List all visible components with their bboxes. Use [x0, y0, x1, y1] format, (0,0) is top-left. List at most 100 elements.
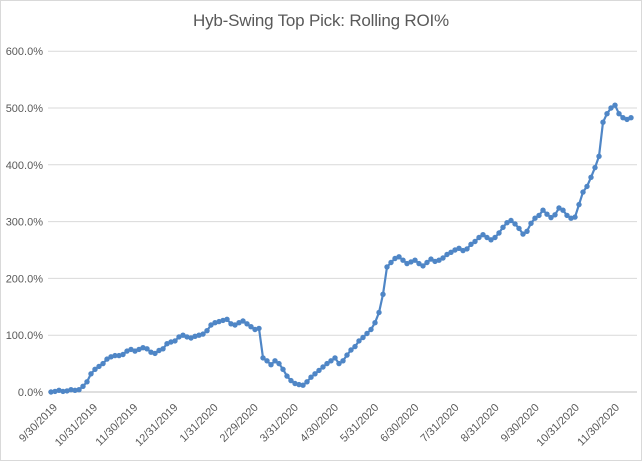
data-point-marker: [284, 373, 290, 379]
y-tick-label: 400.0%: [6, 160, 44, 172]
data-point-marker: [596, 153, 602, 159]
data-point-marker: [312, 371, 318, 377]
data-point-marker: [76, 387, 82, 393]
data-point-marker: [232, 322, 238, 328]
data-point-marker: [480, 232, 486, 238]
data-point-marker: [572, 214, 578, 220]
chart-title: Hyb-Swing Top Pick: Rolling ROI%: [193, 11, 449, 30]
data-point-marker: [224, 316, 230, 322]
data-point-marker: [264, 358, 270, 364]
data-point-marker: [544, 211, 550, 217]
x-tick-label: 6/30/2020: [378, 402, 421, 445]
data-point-marker: [380, 291, 386, 297]
data-point-marker: [556, 205, 562, 211]
data-point-marker: [412, 257, 418, 263]
data-point-marker: [268, 362, 274, 368]
data-point-marker: [200, 331, 206, 337]
data-point-marker: [388, 259, 394, 266]
x-tick-label: 10/31/2020: [535, 402, 582, 449]
data-point-marker: [628, 115, 634, 121]
x-tick-label: 5/31/2020: [338, 402, 381, 445]
data-point-marker: [60, 388, 66, 395]
data-point-marker: [88, 371, 94, 377]
data-point-marker: [276, 360, 282, 367]
x-tick-label: 8/31/2020: [459, 402, 502, 445]
data-point-marker: [244, 321, 250, 327]
x-tick-label: 7/31/2020: [418, 402, 461, 445]
data-point-marker: [84, 379, 90, 385]
data-point-marker: [352, 343, 358, 350]
data-point-marker: [92, 366, 98, 372]
data-point-marker: [340, 358, 346, 364]
data-point-marker: [608, 105, 614, 111]
data-point-marker: [500, 224, 506, 230]
data-point-marker: [576, 201, 582, 208]
data-point-marker: [48, 389, 54, 395]
data-point-marker: [464, 246, 470, 252]
x-tick-label: 2/29/2020: [218, 402, 261, 445]
data-point-marker: [120, 351, 126, 358]
data-point-marker: [588, 174, 594, 180]
data-point-marker: [324, 360, 330, 367]
y-tick-label: 300.0%: [6, 217, 44, 229]
data-point-marker: [616, 111, 622, 117]
data-point-marker: [372, 320, 378, 326]
data-point-marker: [472, 238, 478, 245]
y-tick-label: 0.0%: [18, 387, 43, 399]
data-point-marker: [436, 257, 442, 263]
data-point-marker: [540, 207, 546, 213]
data-point-marker: [548, 214, 554, 221]
data-point-marker: [240, 318, 246, 324]
x-tick-label: 4/30/2020: [298, 402, 341, 445]
data-point-marker: [280, 366, 286, 372]
data-point-marker: [528, 220, 534, 226]
data-point-marker: [516, 225, 522, 232]
data-point-marker: [484, 234, 490, 241]
data-point-marker: [336, 360, 342, 367]
data-point-marker: [344, 352, 350, 358]
x-tick-label: 12/31/2019: [133, 402, 180, 449]
data-point-marker: [536, 212, 542, 219]
data-point-marker: [580, 189, 586, 195]
data-point-marker: [260, 355, 266, 361]
y-tick-label: 100.0%: [6, 330, 44, 342]
data-point-marker: [68, 387, 74, 393]
data-point-marker: [564, 212, 570, 219]
data-point-marker: [160, 346, 166, 352]
data-point-marker: [440, 255, 446, 261]
x-tick-label: 9/30/2020: [499, 402, 542, 445]
data-point-marker: [424, 259, 430, 266]
data-point-marker: [316, 367, 322, 374]
data-point-marker: [448, 249, 454, 255]
data-point-marker: [524, 228, 530, 234]
data-point-marker: [508, 217, 514, 224]
data-point-marker: [584, 183, 590, 190]
data-point-marker: [384, 264, 390, 270]
y-tick-label: 600.0%: [6, 46, 44, 58]
data-point-marker: [492, 234, 498, 241]
data-point-marker: [112, 352, 118, 359]
data-point-marker: [416, 260, 422, 267]
data-point-marker: [444, 251, 450, 258]
data-point-marker: [428, 256, 434, 262]
data-point-marker: [104, 356, 110, 362]
data-point-marker: [356, 338, 362, 344]
data-point-marker: [256, 325, 262, 332]
x-tick-label: 9/30/2019: [17, 402, 60, 445]
data-point-marker: [496, 230, 502, 236]
data-point-marker: [396, 254, 402, 260]
data-point-marker: [100, 360, 106, 367]
data-point-marker: [248, 324, 254, 330]
data-point-marker: [364, 330, 370, 337]
data-point-marker: [308, 374, 314, 380]
data-point-marker: [400, 257, 406, 263]
data-point-marker: [172, 338, 178, 344]
data-point-marker: [152, 350, 158, 357]
data-point-marker: [368, 326, 374, 333]
data-point-marker: [300, 382, 306, 388]
data-point-marker: [488, 237, 494, 243]
data-point-marker: [476, 234, 482, 241]
y-tick-label: 500.0%: [6, 103, 44, 115]
data-point-marker: [272, 358, 278, 364]
